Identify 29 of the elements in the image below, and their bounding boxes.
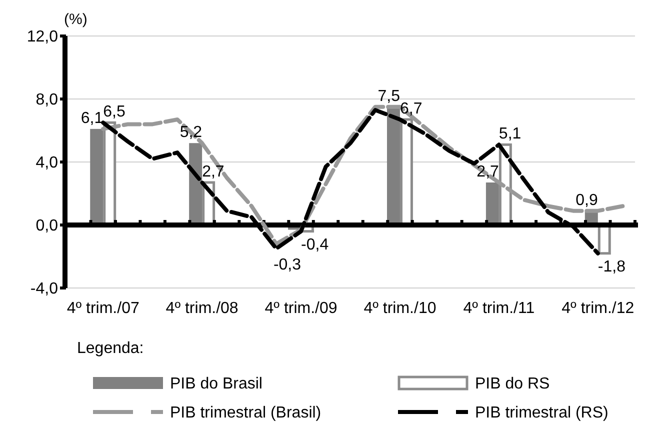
x-tick-label: 4º trim./12 xyxy=(562,300,634,317)
data-label: -0,4 xyxy=(301,236,329,254)
x-tick-label: 4º trim./09 xyxy=(264,300,338,317)
data-label: 0,9 xyxy=(576,192,598,209)
data-label: 6,5 xyxy=(103,104,126,121)
y-axis-title: (%) xyxy=(64,11,88,28)
y-tick-label: 0,0 xyxy=(36,218,58,235)
x-tick-label: 4º trim./07 xyxy=(66,300,140,317)
y-tick-label: 4,0 xyxy=(36,154,58,172)
data-label: 5,2 xyxy=(180,124,202,142)
x-tick-label: 4º trim./11 xyxy=(463,300,535,317)
legend-title: Legenda: xyxy=(77,340,144,357)
data-label: 2,7 xyxy=(476,163,500,180)
x-tick-label: 4º trim./08 xyxy=(166,300,238,317)
data-label: 6,7 xyxy=(400,100,422,118)
legend-label: PIB do RS xyxy=(475,376,550,393)
data-label: -0,3 xyxy=(273,256,302,274)
legend-label: PIB trimestral (Brasil) xyxy=(170,404,322,422)
y-tick-label: -4,0 xyxy=(30,280,58,298)
y-tick-label: 12,0 xyxy=(26,28,58,46)
y-tick-label: 8,0 xyxy=(36,92,58,109)
legend-label: PIB trimestral (RS) xyxy=(475,404,608,422)
legend-label: PIB do Brasil xyxy=(170,376,262,393)
data-label: 7,5 xyxy=(378,88,400,105)
data-label: 6,1 xyxy=(80,110,104,127)
data-label: 5,1 xyxy=(498,126,522,143)
data-label: -1,8 xyxy=(598,258,626,276)
data-label: 2,7 xyxy=(202,163,224,180)
x-tick-label: 4º trim./10 xyxy=(364,300,436,317)
